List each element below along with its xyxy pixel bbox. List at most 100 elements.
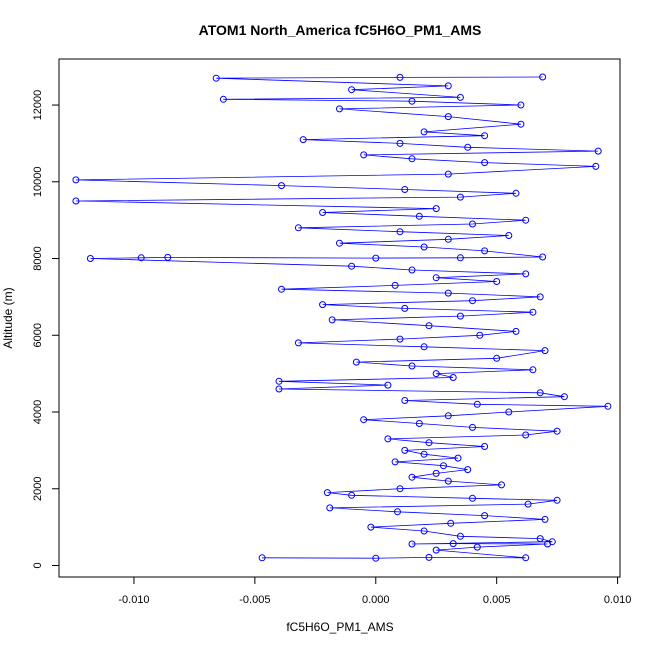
data-point bbox=[408, 155, 416, 163]
data-point bbox=[539, 253, 547, 261]
data-point bbox=[432, 546, 440, 554]
data-point bbox=[391, 458, 399, 466]
x-tick-label: -0.005 bbox=[239, 594, 270, 606]
data-point bbox=[275, 385, 283, 393]
data-point bbox=[464, 466, 472, 474]
data-point bbox=[449, 540, 457, 548]
data-point bbox=[394, 508, 401, 516]
data-point bbox=[464, 143, 472, 151]
data-point bbox=[524, 500, 532, 508]
data-point bbox=[522, 216, 530, 224]
data-point bbox=[396, 228, 404, 236]
data-point bbox=[522, 270, 530, 278]
series-line bbox=[75, 76, 608, 559]
data-point bbox=[454, 454, 462, 462]
data-point bbox=[72, 176, 80, 184]
data-point bbox=[481, 247, 489, 255]
data-point bbox=[444, 113, 452, 121]
data-point bbox=[536, 389, 544, 397]
data-point bbox=[529, 366, 537, 374]
x-tick-label: 0.010 bbox=[604, 594, 632, 606]
data-point bbox=[336, 105, 343, 113]
data-point bbox=[408, 362, 416, 370]
y-tick-label: 10000 bbox=[32, 166, 44, 197]
data-point bbox=[517, 101, 525, 109]
data-point bbox=[473, 543, 481, 551]
data-point bbox=[536, 293, 544, 301]
data-point bbox=[72, 197, 80, 205]
x-axis: -0.010 -0.005 0.000 0.005 0.010 bbox=[118, 577, 631, 606]
series-line-group bbox=[75, 76, 608, 559]
data-point bbox=[294, 339, 302, 347]
data-point bbox=[493, 278, 501, 285]
data-point bbox=[425, 322, 433, 330]
series-points-group bbox=[72, 73, 612, 562]
data-point bbox=[498, 481, 505, 489]
data-point bbox=[529, 308, 537, 316]
y-tick-label: 8000 bbox=[32, 246, 44, 270]
data-point bbox=[86, 255, 94, 262]
x-axis-label: fC5H6O_PM1_AMS bbox=[286, 620, 393, 634]
data-point bbox=[336, 239, 343, 247]
y-tick-label: 4000 bbox=[32, 400, 44, 424]
data-point bbox=[432, 205, 440, 213]
data-point bbox=[396, 139, 404, 147]
data-point bbox=[517, 120, 525, 128]
data-point bbox=[539, 73, 547, 81]
data-point bbox=[456, 312, 464, 320]
data-point bbox=[522, 554, 530, 562]
data-point bbox=[456, 254, 464, 262]
data-point bbox=[408, 266, 416, 274]
data-point bbox=[328, 316, 336, 324]
data-point bbox=[493, 354, 501, 362]
data-point bbox=[278, 182, 285, 190]
data-point bbox=[444, 82, 452, 90]
data-point bbox=[444, 477, 452, 485]
data-point bbox=[408, 473, 416, 481]
data-point bbox=[367, 523, 375, 531]
data-point bbox=[473, 400, 481, 408]
data-point bbox=[481, 512, 489, 520]
data-point bbox=[401, 304, 409, 312]
data-point bbox=[299, 136, 307, 144]
data-point bbox=[447, 519, 455, 527]
chart-title: ATOM1 North_America fC5H6O_PM1_AMS bbox=[199, 22, 482, 38]
data-point bbox=[481, 132, 489, 140]
data-point bbox=[420, 527, 428, 535]
data-point bbox=[275, 377, 283, 385]
data-point bbox=[476, 331, 484, 339]
data-point bbox=[425, 553, 433, 561]
data-point bbox=[456, 93, 464, 101]
data-point bbox=[415, 420, 423, 427]
data-point bbox=[444, 235, 452, 243]
data-point bbox=[512, 327, 520, 335]
data-point bbox=[401, 186, 409, 193]
data-point bbox=[481, 443, 489, 450]
data-point bbox=[360, 151, 368, 159]
data-point bbox=[319, 209, 327, 216]
data-point bbox=[512, 189, 520, 197]
data-point bbox=[278, 285, 285, 293]
data-point bbox=[212, 74, 220, 82]
data-point bbox=[444, 289, 452, 297]
data-point bbox=[348, 86, 356, 94]
data-point bbox=[348, 262, 356, 270]
data-point bbox=[396, 335, 404, 343]
data-point bbox=[420, 243, 428, 251]
data-point bbox=[456, 193, 464, 201]
data-point bbox=[522, 431, 530, 439]
data-point bbox=[444, 412, 452, 420]
data-point bbox=[164, 253, 172, 261]
y-axis: 0 2000 4000 6000 8000 10000 12000 bbox=[32, 90, 59, 569]
data-point bbox=[348, 491, 356, 499]
data-point bbox=[594, 147, 602, 155]
data-point bbox=[396, 73, 404, 81]
data-point bbox=[319, 301, 327, 309]
data-point bbox=[456, 532, 464, 540]
data-point bbox=[258, 554, 266, 562]
data-point bbox=[548, 538, 556, 546]
data-point bbox=[449, 374, 457, 381]
data-point bbox=[408, 540, 416, 548]
